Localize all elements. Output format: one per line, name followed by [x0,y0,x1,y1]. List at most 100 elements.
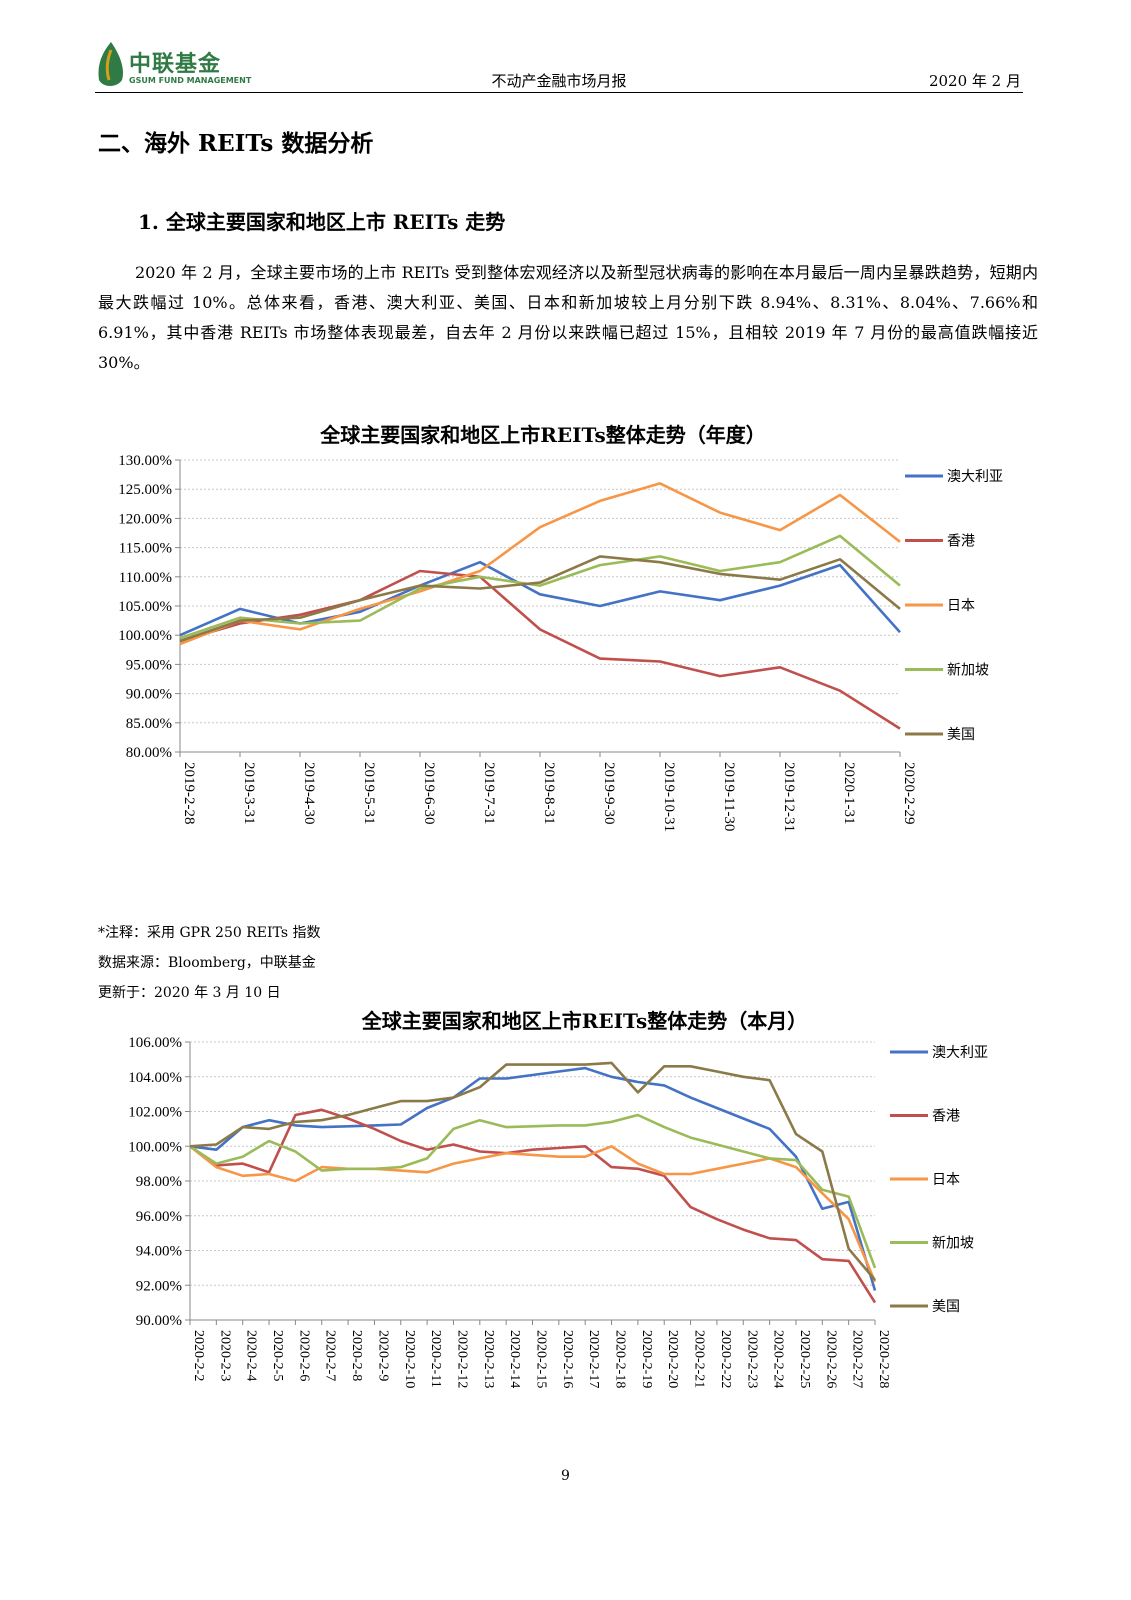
chart0-xtick-label: 2019-8-31 [541,762,557,825]
chart1-xtick-label: 2020-2-14 [507,1330,522,1388]
chart1-xtick-label: 2020-2-8 [349,1330,364,1381]
chart1-series-line-4 [189,1061,876,1281]
section-title: 二、海外 REITs 数据分析 [98,130,374,157]
chart0-ytick-label: 90.00% [126,687,172,703]
chart0-xtick-label: 2019-11-30 [721,762,737,831]
chart1-xtick-label: 2020-2-18 [613,1330,628,1388]
chart0-series-line-2 [179,482,901,646]
chart0-xtick-label: 2019-4-30 [301,762,317,825]
monthly-reits-chart-svg: 全球主要国家和地区上市REITs整体走势（本月） 90.00% 92.00% 94.0… [128,1009,988,1388]
chart1-ytick-label: 94.00% [136,1244,182,1260]
chart1-xtick-label: 2020-2-5 [270,1330,285,1381]
chart1-title: 全球主要国家和地区上市REITs整体走势（本月） [361,1009,808,1033]
chart0-xtick-label: 2019-10-31 [661,762,677,832]
chart1-ytick-label: 98.00% [136,1174,182,1190]
chart1-series-line-0 [189,1066,877,1291]
chart0-xtick-label: 2019-7-31 [481,762,497,825]
chart0-legend-label: 日本 [947,598,975,614]
chart0-series-line-4 [179,555,901,643]
chart0-xtick-label: 2019-3-31 [241,762,257,825]
report-date: 2020 年 2 月 [928,72,1021,90]
chart0-ytick-label: 95.00% [126,657,172,673]
chart1-xtick-label: 2020-2-28 [876,1330,891,1388]
chart1-xtick-label: 2020-2-25 [797,1330,812,1388]
leaf-logo-icon [98,42,123,86]
report-title: 不动产金融市场月报 [491,72,627,90]
chart1-xtick-label: 2020-2-4 [244,1330,259,1381]
chart0-xtick-label: 2019-5-31 [361,762,377,825]
chart0-ytick-label: 80.00% [126,745,172,761]
chart1-xtick-label: 2020-2-13 [481,1330,496,1388]
monthly-reits-chart: 全球主要国家和地区上市REITs整体走势（本月） 90.00% 92.00% 94.0… [95,1002,1030,1432]
chart0-series-line-0 [179,560,901,637]
chart1-series-line-1 [189,1108,877,1304]
chart1-xtick-label: 2020-2-21 [692,1330,707,1388]
chart1-xtick-label: 2020-2-16 [560,1330,575,1388]
chart1-xtick-label: 2020-2-19 [639,1330,654,1388]
chart1-ytick-label: 100.00% [128,1139,182,1155]
chart0-xtick-label: 2020-1-31 [841,762,857,825]
chart0-ytick-label: 125.00% [118,482,172,498]
chart1-xtick-label: 2020-2-27 [850,1330,865,1388]
chart-notes: *注释：采用 GPR 250 REITs 指数 数据来源：Bloomberg，中… [98,918,320,1008]
logo-english-name: GSUM FUND MANAGEMENT [129,76,252,85]
subsection-title: 1. 全球主要国家和地区上市 REITs 走势 [138,210,506,234]
chart1-ytick-label: 92.00% [136,1278,182,1294]
chart1-ytick-label: 104.00% [128,1070,182,1086]
logo-chinese-name: 中联基金 [129,52,222,77]
chart0-legend-label: 新加坡 [947,663,989,679]
chart1-xtick-label: 2020-2-23 [744,1330,759,1388]
chart1-xtick-label: 2020-2-7 [323,1330,338,1381]
chart0-xtick-label: 2019-6-30 [421,762,437,825]
chart0-xtick-label: 2019-2-28 [181,762,197,825]
chart0-ytick-label: 100.00% [118,628,172,644]
chart1-xtick-label: 2020-2-9 [375,1330,390,1381]
page-number: 9 [561,1468,570,1484]
chart0-ytick-label: 105.00% [118,599,172,615]
chart0-ytick-label: 130.00% [118,453,172,469]
chart1-series-line-3 [189,1113,877,1269]
chart1-legend-label: 香港 [932,1109,960,1125]
chart1-legend-label: 美国 [932,1299,960,1315]
chart0-legend-label: 澳大利亚 [947,469,1003,485]
chart1-xtick-label: 2020-2-22 [718,1330,733,1388]
page-header: 中联基金 GSUM FUND MANAGEMENT 不动产金融市场月报 2020… [95,40,1023,93]
chart0-xtick-label: 2020-2-29 [901,762,917,825]
chart0-legend-label: 香港 [947,534,975,550]
chart1-ytick-label: 96.00% [136,1209,182,1225]
chart1-xtick-label: 2020-2-15 [534,1330,549,1388]
chart1-xtick-label: 2020-2-20 [665,1330,680,1388]
chart1-ytick-label: 102.00% [128,1105,182,1121]
chart1-xtick-label: 2020-2-24 [771,1330,786,1388]
chart1-xtick-label: 2020-2-26 [823,1330,838,1388]
chart0-series-line-1 [179,569,901,730]
chart1-ytick-label: 106.00% [128,1035,182,1051]
chart0-xtick-label: 2019-12-31 [781,762,797,832]
chart1-xtick-label: 2020-2-11 [428,1330,443,1388]
chart1-xtick-label: 2020-2-17 [586,1330,601,1388]
chart1-ytick-label: 90.00% [136,1313,182,1329]
chart1-xtick-label: 2020-2-3 [217,1330,232,1381]
body-paragraph: 2020 年 2 月，全球主要市场的上市 REITs 受到整体宏观经济以及新型冠… [98,263,1038,372]
chart1-legend-label: 新加坡 [932,1236,974,1252]
company-logo: 中联基金 GSUM FUND MANAGEMENT [95,40,255,90]
chart0-title: 全球主要国家和地区上市REITs整体走势（年度） [319,423,766,447]
data-source: 数据来源：Bloomberg，中联基金 [98,955,316,971]
chart0-series-line-3 [179,534,901,640]
update-date: 更新于：2020 年 3 月 10 日 [98,985,281,1001]
chart0-legend-label: 美国 [947,727,975,743]
index-note: *注释：采用 GPR 250 REITs 指数 [98,925,321,941]
chart0-ytick-label: 85.00% [126,716,172,732]
chart0-ytick-label: 120.00% [118,511,172,527]
chart1-xtick-label: 2020-2-6 [296,1330,311,1381]
chart1-xtick-label: 2020-2-12 [454,1330,469,1388]
chart0-xtick-label: 2019-9-30 [601,762,617,825]
chart0-ytick-label: 110.00% [119,570,172,586]
chart1-legend-label: 澳大利亚 [932,1045,988,1061]
annual-reits-chart: 全球主要国家和地区上市REITs整体走势（年度） 80.00% 85.00% 90.0… [95,418,1030,870]
chart0-ytick-label: 115.00% [119,541,172,557]
chart1-xtick-label: 2020-2-2 [191,1330,206,1381]
chart1-xtick-label: 2020-2-10 [402,1330,417,1388]
chart1-legend-label: 日本 [932,1172,960,1188]
annual-reits-chart-svg: 全球主要国家和地区上市REITs整体走势（年度） 80.00% 85.00% 90.0… [118,423,1003,832]
